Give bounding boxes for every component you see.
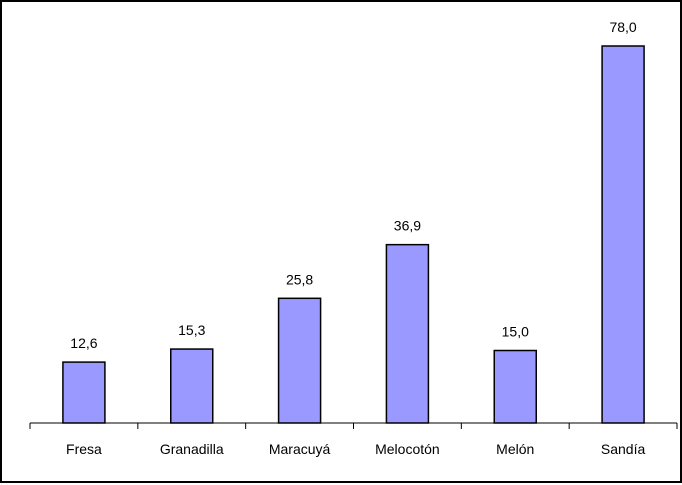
data-label: 15,0 bbox=[502, 324, 529, 340]
bar bbox=[601, 45, 645, 424]
x-tick-label: Melón bbox=[496, 441, 534, 457]
x-tick-label: Melocotón bbox=[375, 441, 440, 457]
x-tick-label: Maracuyá bbox=[269, 441, 331, 457]
bars bbox=[62, 45, 645, 424]
x-tick-label: Sandía bbox=[601, 441, 646, 457]
x-axis bbox=[29, 422, 678, 429]
data-label: 25,8 bbox=[286, 271, 313, 287]
x-tick-label: Granadilla bbox=[160, 441, 224, 457]
data-label: 36,9 bbox=[394, 218, 421, 234]
bar bbox=[493, 349, 537, 424]
bar bbox=[385, 243, 430, 424]
bar bbox=[277, 297, 322, 424]
data-label: 15,3 bbox=[178, 322, 205, 338]
data-label: 78,0 bbox=[609, 19, 636, 35]
x-tick-labels: Fresa Granadilla Maracuyá Melocotón Melón San… bbox=[66, 441, 645, 457]
data-label: 12,6 bbox=[70, 335, 97, 351]
bar bbox=[170, 348, 214, 424]
data-labels: 12,6 15,3 25,8 36,9 15,0 78,0 bbox=[70, 19, 637, 351]
x-tick-label: Fresa bbox=[66, 441, 102, 457]
bar bbox=[62, 361, 106, 424]
